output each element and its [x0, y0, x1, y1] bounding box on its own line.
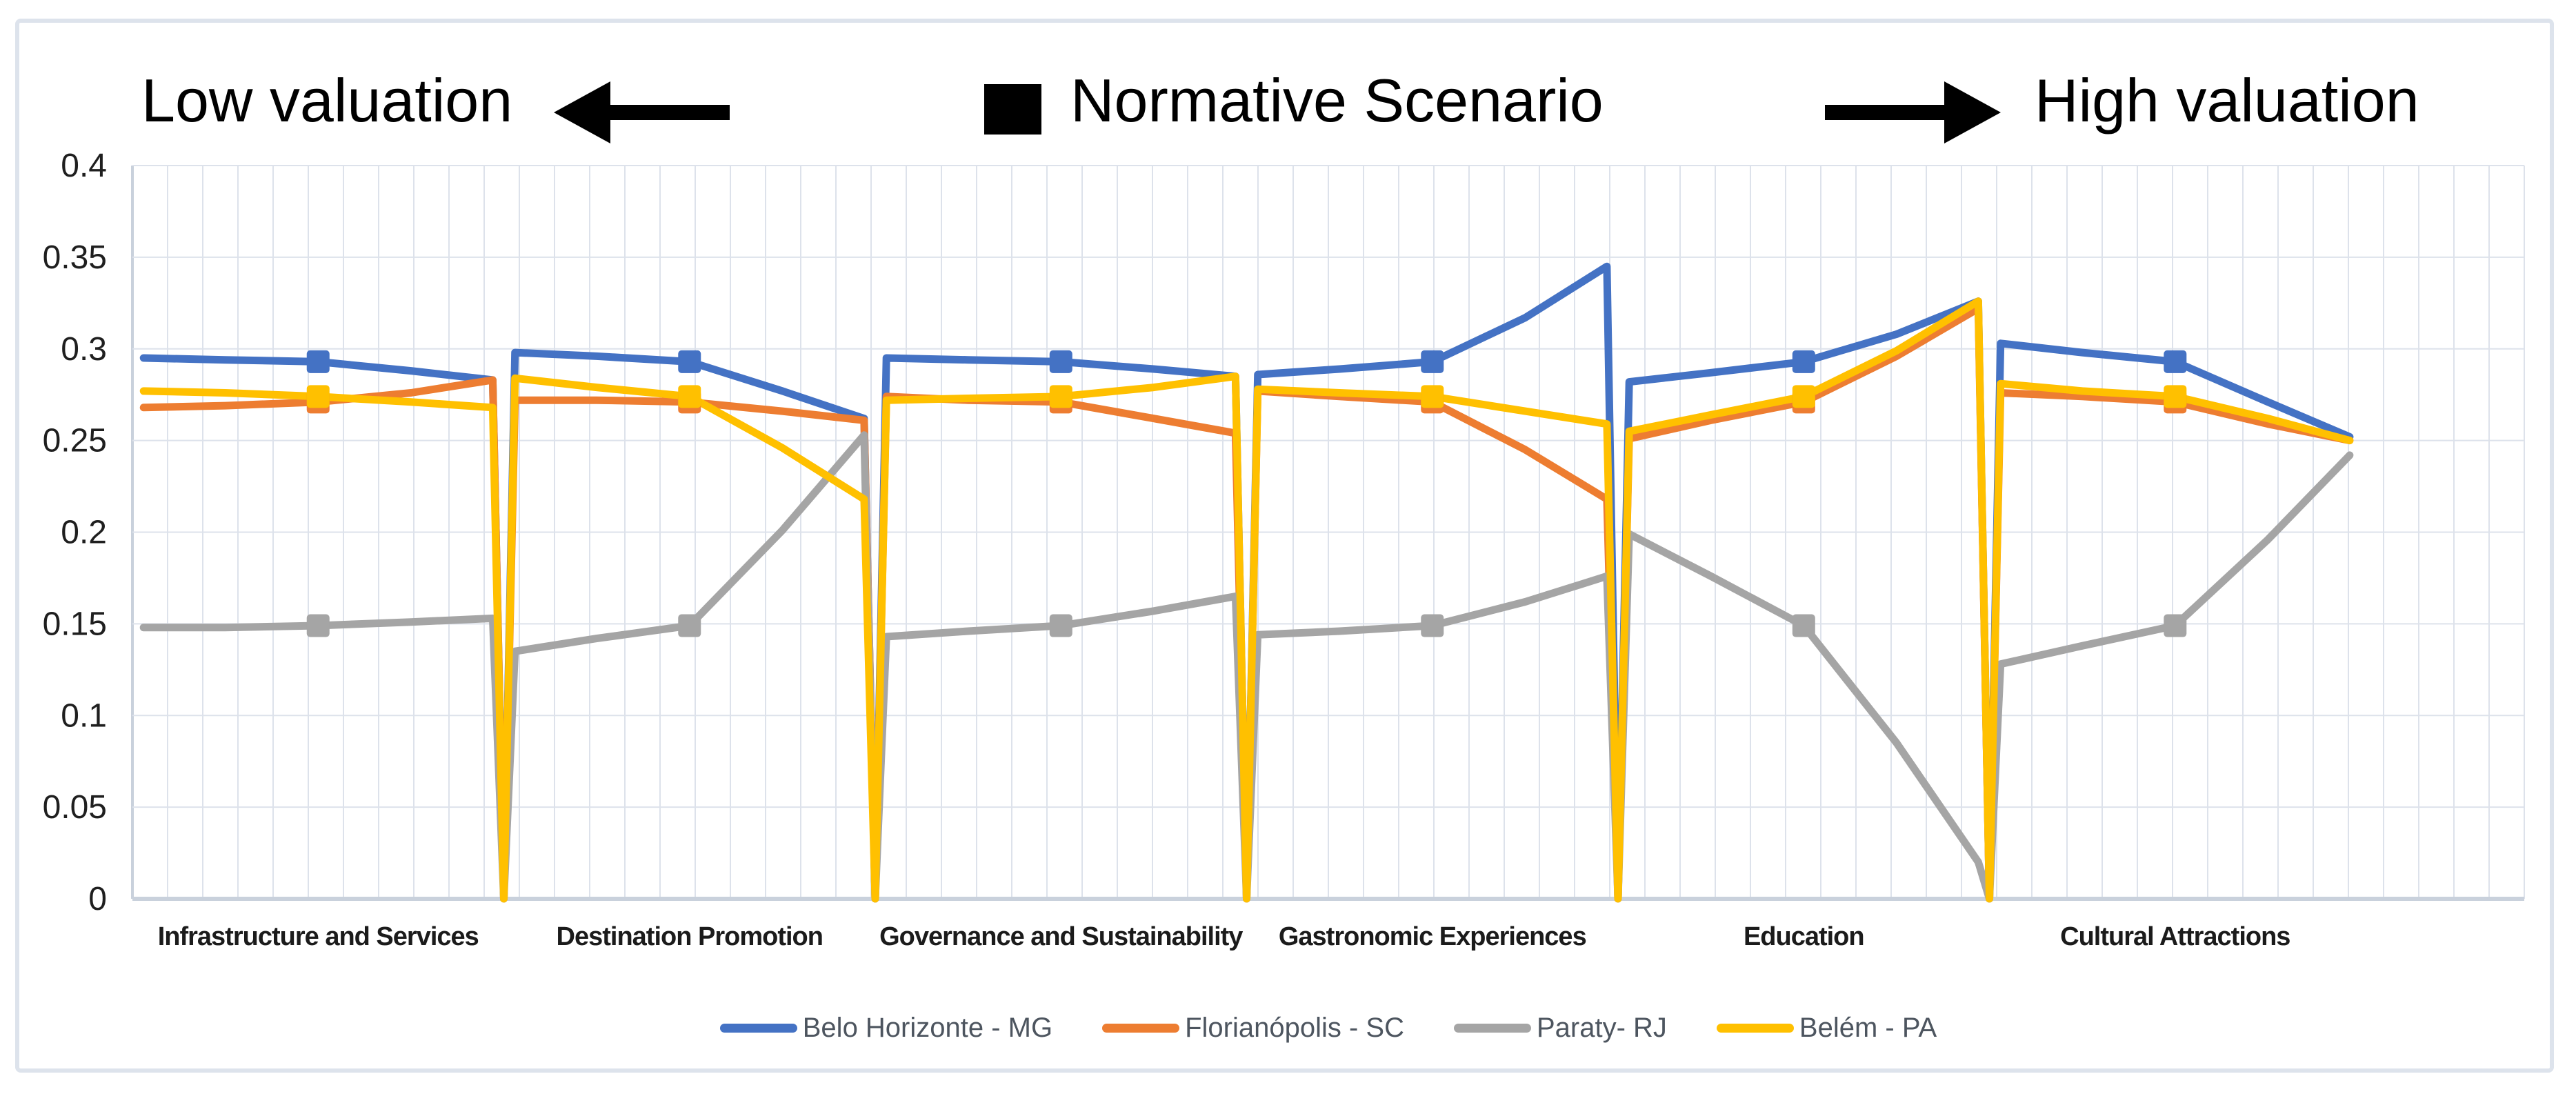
legend-item-1: Florianópolis - SC	[1102, 1013, 1404, 1044]
normative-marker-0	[2164, 350, 2187, 373]
y-tick-label: 0.25	[43, 423, 107, 459]
legend-label: Florianópolis - SC	[1185, 1012, 1404, 1043]
legend-label: Paraty- RJ	[1536, 1012, 1667, 1043]
normative-marker-0	[678, 350, 701, 373]
normative-marker-3	[306, 385, 330, 408]
normative-marker-2	[1792, 614, 1815, 637]
y-tick-label: 0.4	[61, 148, 107, 184]
legend-item-3: Belém - PA	[1716, 1012, 1937, 1044]
y-tick-label: 0.3	[61, 331, 107, 368]
category-label: Education	[1744, 922, 1864, 951]
normative-marker-2	[306, 614, 330, 637]
y-tick-label: 0.2	[61, 515, 107, 551]
normative-marker-2	[1421, 614, 1444, 637]
normative-marker-3	[1792, 385, 1815, 408]
category-label: Gastronomic Experiences	[1279, 922, 1586, 951]
legend-swatch-icon	[1716, 1023, 1794, 1033]
right-arrow-icon	[1825, 81, 2001, 143]
series-line-3	[139, 297, 2354, 903]
y-tick-label: 0.15	[43, 606, 107, 642]
y-tick-label: 0.35	[43, 239, 107, 276]
normative-marker-3	[2164, 385, 2187, 408]
legend-swatch-icon	[1102, 1023, 1180, 1033]
legend-swatch-icon	[1453, 1023, 1531, 1033]
normative-marker-0	[1049, 350, 1072, 373]
category-label: Infrastructure and Services	[158, 922, 479, 951]
normative-marker-2	[1049, 614, 1072, 637]
legend-label: Belo Horizonte - MG	[802, 1012, 1053, 1043]
y-tick-label: 0	[88, 881, 107, 917]
category-label: Governance and Sustainability	[879, 922, 1243, 951]
normative-scenario-label: Normative Scenario	[1070, 66, 1604, 135]
legend-item-0: Belo Horizonte - MG	[719, 1012, 1053, 1044]
y-tick-label: 0.1	[61, 697, 107, 734]
legend-item-2: Paraty- RJ	[1453, 1012, 1667, 1044]
normative-marker-0	[306, 350, 330, 373]
chart-legend: Belo Horizonte - MG Florianópolis - SC Par…	[132, 1007, 2524, 1048]
normative-marker-0	[1792, 350, 1815, 373]
normative-marker-3	[678, 385, 701, 408]
legend-label: Belém - PA	[1799, 1012, 1937, 1043]
normative-marker-3	[1421, 385, 1444, 408]
y-tick-label: 0.05	[43, 789, 107, 826]
normative-square-icon	[984, 84, 1041, 135]
high-valuation-label: High valuation	[2035, 66, 2419, 135]
category-label: Destination Promotion	[557, 922, 823, 951]
low-valuation-label: Low valuation	[141, 66, 513, 135]
left-arrow-icon	[554, 81, 730, 143]
normative-marker-2	[2164, 614, 2187, 637]
category-label: Cultural Attractions	[2060, 922, 2290, 951]
legend-swatch-icon	[719, 1023, 797, 1033]
normative-marker-2	[678, 614, 701, 637]
normative-marker-0	[1421, 350, 1444, 373]
normative-marker-3	[1049, 385, 1072, 408]
